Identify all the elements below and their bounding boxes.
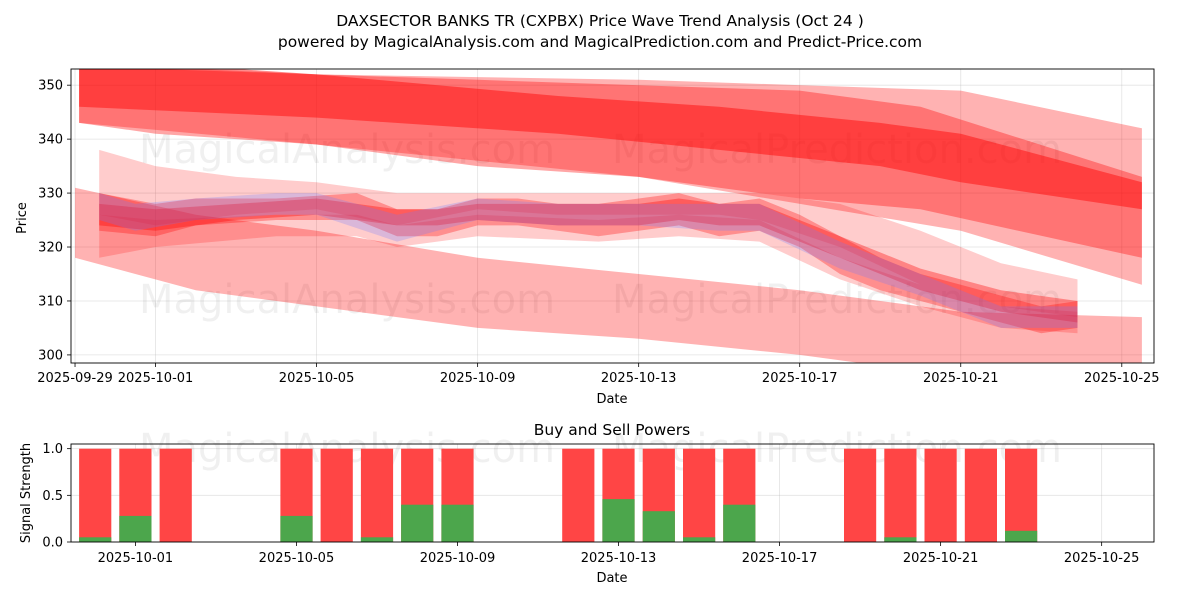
- buy-power-bar: [1005, 530, 1038, 542]
- chart-subtitle: powered by MagicalAnalysis.com and Magic…: [278, 33, 922, 51]
- sell-power-bar: [884, 448, 917, 542]
- watermark-left-upper: MagicalAnalysis.com: [139, 127, 555, 173]
- price-x-tick-label: 2025-10-17: [762, 371, 838, 386]
- watermark-left-lower: MagicalAnalysis.com: [139, 277, 555, 323]
- price-x-tick-label: 2025-10-25: [1084, 371, 1160, 386]
- band-price-wave-3: [99, 149, 1078, 318]
- buy-power-bar: [683, 537, 716, 542]
- power-y-tick-label: 0.0: [42, 536, 63, 551]
- price-y-tick-label: 310: [38, 294, 63, 309]
- price-y-tick-label: 340: [38, 133, 63, 148]
- price-grid: [71, 69, 1154, 363]
- price-x-axis-label: Date: [596, 392, 627, 407]
- power-chart-title: Buy and Sell Powers: [534, 421, 691, 439]
- sell-power-bar: [562, 448, 595, 542]
- sell-power-bar: [964, 448, 997, 542]
- price-y-tick-label: 330: [38, 187, 63, 202]
- price-bands: [75, 69, 1142, 363]
- band-lower-channel: [75, 187, 1142, 363]
- price-x-tick-label: 2025-10-09: [440, 371, 516, 386]
- buy-power-bar: [884, 537, 917, 542]
- power-y-tick-label: 0.5: [42, 489, 63, 504]
- band-price-wave-2: [99, 198, 1078, 323]
- price-x-tick-label: 2025-10-13: [601, 371, 677, 386]
- power-x-tick-label: 2025-10-09: [420, 551, 496, 566]
- band-price-wave-1: [99, 193, 1078, 334]
- buy-power-bar: [280, 515, 313, 542]
- power-bars: [79, 448, 1038, 542]
- power-x-tick-label: 2025-10-13: [581, 551, 657, 566]
- buy-power-bar: [441, 504, 474, 542]
- sell-power-bar: [683, 448, 716, 542]
- band-price-wave-blue: [99, 193, 1078, 328]
- band-price-wave-4: [99, 214, 1078, 334]
- price-x-tick-label: 2025-09-29: [37, 371, 113, 386]
- price-y-tick-label: 350: [38, 79, 63, 94]
- power-x-tick-label: 2025-10-05: [259, 551, 335, 566]
- power-plot: Buy and Sell Powers MagicalAnalysis.com …: [19, 421, 1155, 586]
- watermark-right-lower: MagicalPrediction.com: [612, 277, 1062, 323]
- power-x-ticks: 2025-10-01 2025-10-05 2025-10-09 2025-10-13…: [98, 542, 1140, 566]
- power-x-tick-label: 2025-10-21: [903, 551, 979, 566]
- band-upper-channel-core: [79, 69, 1142, 258]
- buy-power-bar: [79, 537, 112, 542]
- price-x-tick-label: 2025-10-05: [279, 371, 355, 386]
- price-y-ticks: 300 310 320 330 340 350: [38, 79, 71, 363]
- power-x-axis-label: Date: [596, 571, 627, 586]
- buy-power-bar: [401, 504, 434, 542]
- chart-title: DAXSECTOR BANKS TR (CXPBX) Price Wave Tr…: [336, 12, 864, 30]
- price-watermarks: MagicalAnalysis.com MagicalPrediction.co…: [139, 127, 1062, 323]
- price-x-tick-label: 2025-10-01: [118, 371, 194, 386]
- buy-power-bar: [119, 515, 152, 542]
- power-y-ticks: 0.0 0.5 1.0: [42, 442, 71, 551]
- price-plot-frame: [70, 68, 1155, 364]
- band-upper-trend-band: [79, 69, 1142, 210]
- sell-power-bar: [924, 448, 957, 542]
- power-x-tick-label: 2025-10-25: [1064, 551, 1140, 566]
- sell-power-bar: [844, 448, 877, 542]
- power-y-axis-label: Signal Strength: [19, 443, 34, 543]
- sell-power-bar: [159, 448, 192, 542]
- sell-power-bar: [320, 448, 353, 542]
- price-y-tick-label: 300: [38, 348, 63, 363]
- power-x-tick-label: 2025-10-01: [98, 551, 174, 566]
- sell-power-bar: [360, 448, 394, 542]
- band-upper-channel: [79, 69, 1142, 285]
- sell-power-bar: [79, 448, 112, 542]
- price-y-tick-label: 320: [38, 241, 63, 256]
- buy-power-bar: [723, 504, 756, 542]
- power-y-tick-label: 1.0: [42, 442, 63, 457]
- power-x-tick-label: 2025-10-17: [742, 551, 818, 566]
- price-x-tick-label: 2025-10-21: [923, 371, 999, 386]
- power-plot-frame: [70, 443, 1155, 543]
- buy-power-bar: [642, 511, 675, 542]
- price-y-axis-label: Price: [15, 202, 30, 234]
- watermark-right-upper: MagicalPrediction.com: [612, 127, 1062, 173]
- sell-power-bar: [1005, 448, 1038, 542]
- price-x-ticks: 2025-09-29 2025-10-01 2025-10-05 2025-10-09…: [37, 363, 1160, 386]
- buy-power-bar: [602, 499, 635, 542]
- price-plot: MagicalAnalysis.com MagicalPrediction.co…: [15, 68, 1160, 407]
- buy-power-bar: [360, 537, 394, 542]
